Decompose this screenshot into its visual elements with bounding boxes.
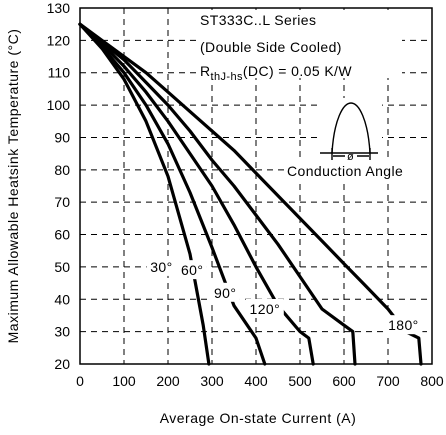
x-axis-title: Average On-state Current (A) xyxy=(160,410,357,426)
series-label-bg xyxy=(146,256,177,276)
x-tick-label: 300 xyxy=(200,373,224,389)
y-tick-label: 90 xyxy=(54,129,70,145)
y-tick-label: 50 xyxy=(54,259,70,275)
annotation-block: ST333C..L Series (Double Side Cooled) Rt… xyxy=(196,10,402,83)
x-tick-label: 500 xyxy=(288,373,312,389)
inset-half-sine xyxy=(331,102,371,154)
series-label-bg xyxy=(384,315,423,335)
series-label: 90° xyxy=(214,285,236,301)
x-tick-label: 600 xyxy=(332,373,356,389)
series-label-bg xyxy=(245,298,284,318)
conduction-angle-inset: ø Conduction Angle xyxy=(285,98,428,181)
thermal-resistance-note: RthJ-hs(DC) = 0.05 K/W xyxy=(200,63,352,83)
series-title: ST333C..L Series xyxy=(200,12,316,28)
y-tick-label: 110 xyxy=(48,65,71,81)
cooling-note: (Double Side Cooled) xyxy=(200,39,342,55)
x-tick-label: 200 xyxy=(156,373,180,389)
series-label: 120° xyxy=(250,301,281,317)
y-tick-label: 30 xyxy=(54,324,70,340)
series-curve xyxy=(78,22,315,366)
y-tick-label: 130 xyxy=(47,0,71,16)
y-tick-label: 40 xyxy=(54,291,70,307)
y-tick-label: 100 xyxy=(47,97,71,113)
y-tick-label: 20 xyxy=(54,356,70,372)
series-curve xyxy=(78,22,423,366)
series-label: 60° xyxy=(181,262,203,278)
series-label-bg xyxy=(177,260,207,280)
x-tick-label: 800 xyxy=(420,373,444,389)
x-tick-label: 0 xyxy=(76,373,84,389)
series-curve xyxy=(78,22,357,366)
y-axis-title: Maximum Allowable Heatsink Temperature (… xyxy=(5,29,21,344)
plot-frame xyxy=(79,7,433,365)
series-curve xyxy=(78,22,211,366)
y-tick-label: 70 xyxy=(54,194,70,210)
series-label: 180° xyxy=(388,317,419,333)
y-tick-label: 60 xyxy=(54,227,70,243)
theta-symbol: ø xyxy=(347,151,354,163)
y-tick-label: 80 xyxy=(54,162,70,178)
x-tick-label: 100 xyxy=(112,373,136,389)
y-tick-label: 120 xyxy=(47,32,71,48)
conduction-angle-label: Conduction Angle xyxy=(287,163,403,179)
x-tick-label: 700 xyxy=(376,373,400,389)
x-tick-label: 400 xyxy=(244,373,268,389)
series-label-bg xyxy=(210,282,240,302)
series-curve xyxy=(78,22,267,366)
series-label: 30° xyxy=(150,259,172,275)
